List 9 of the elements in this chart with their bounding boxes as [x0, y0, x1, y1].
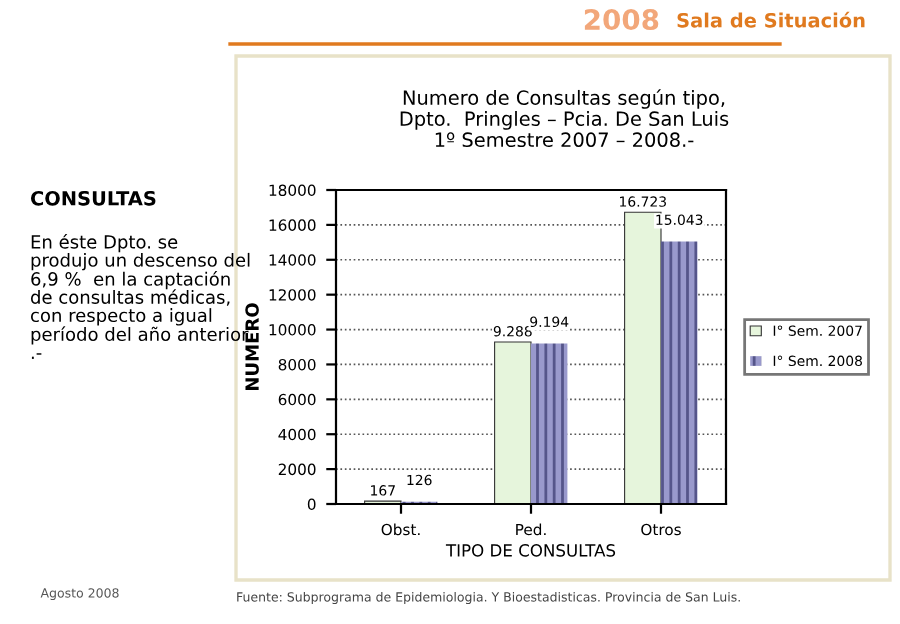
text: Sala de Situación: [677, 11, 865, 28]
bar: [531, 343, 568, 504]
x-axis-title: TIPO DE CONSULTAS: [445, 544, 616, 557]
chart-title: Numero de Consultas según tipo, Dpto. Pringles – Pcia. De San Luis 1º Semestre 2007 – 2008.-: [400, 89, 729, 148]
bar: [661, 241, 698, 504]
text: CONSULTAS: [30, 190, 156, 206]
text: 2008: [584, 9, 659, 31]
y-axis-title: NUMERO: [245, 303, 259, 390]
bar: [494, 341, 532, 504]
